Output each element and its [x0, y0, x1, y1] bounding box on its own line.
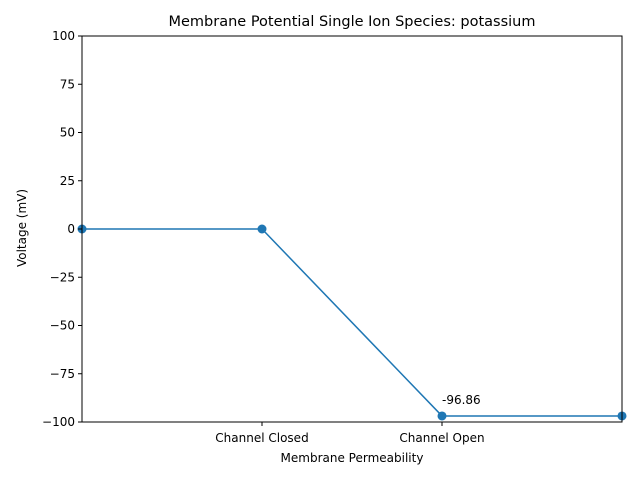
- y-tick-label: 25: [60, 174, 75, 188]
- y-tick-label: −75: [50, 367, 75, 381]
- x-tick-label: Channel Closed: [215, 431, 308, 445]
- y-tick-label: −100: [42, 415, 75, 429]
- data-label: -96.86: [442, 393, 481, 407]
- series-line: [82, 228, 622, 417]
- y-axis-label: Voltage (mV): [15, 189, 29, 267]
- x-tick-label: Channel Open: [399, 431, 484, 445]
- y-tick-label: 50: [60, 126, 75, 140]
- chart-title: Membrane Potential Single Ion Species: p…: [169, 14, 536, 30]
- x-axis-label: Membrane Permeability: [281, 451, 424, 465]
- data-point: [257, 224, 267, 234]
- y-tick-label: 75: [60, 77, 75, 91]
- data-point: [437, 411, 447, 421]
- plot-area: 100 75 50 25 0 −25 −50 −75 −100 Channel Closed Cha…: [42, 29, 627, 445]
- y-tick-label: 0: [67, 222, 75, 236]
- y-tick-label: 100: [52, 29, 75, 43]
- y-tick-label: −50: [50, 319, 75, 333]
- y-tick-label: −25: [50, 270, 75, 284]
